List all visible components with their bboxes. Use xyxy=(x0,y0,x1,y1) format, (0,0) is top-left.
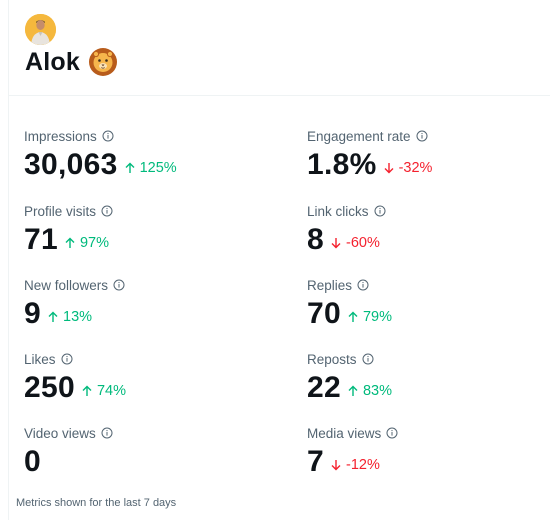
metric-change-value: 74% xyxy=(96,383,126,399)
arrow-down-icon xyxy=(383,162,395,174)
info-icon[interactable] xyxy=(113,279,125,291)
info-icon[interactable] xyxy=(362,353,374,365)
info-icon[interactable] xyxy=(357,279,369,291)
metric-value: 8 xyxy=(307,223,324,256)
info-icon[interactable] xyxy=(101,205,113,217)
lion-emoji-icon xyxy=(88,47,118,77)
arrow-down-icon xyxy=(330,459,342,471)
metric-change-value: 13% xyxy=(63,309,93,325)
metric-label: Link clicks xyxy=(307,203,369,219)
info-icon[interactable] xyxy=(61,353,73,365)
arrow-down-icon xyxy=(330,237,342,249)
metric-value: 71 xyxy=(24,223,58,256)
metric-likes: Likes 250 74% xyxy=(24,350,284,405)
arrow-up-icon xyxy=(64,237,76,249)
info-icon[interactable] xyxy=(386,427,398,439)
info-icon[interactable] xyxy=(374,205,386,217)
metric-value: 1.8% xyxy=(307,148,377,181)
info-icon[interactable] xyxy=(101,427,113,439)
metric-value: 30,063 xyxy=(24,148,118,181)
metric-label: Impressions xyxy=(24,128,97,144)
metric-value: 70 xyxy=(307,297,341,330)
metric-change: 83% xyxy=(347,383,392,399)
metric-media-views: Media views 7 -12% xyxy=(307,424,550,479)
metric-change: 74% xyxy=(81,383,126,399)
metric-change-value: 97% xyxy=(79,235,110,251)
metric-change-value: 125% xyxy=(139,160,177,176)
info-icon[interactable] xyxy=(416,130,428,142)
profile-name: Alok xyxy=(25,47,80,76)
metric-reposts: Reposts 22 83% xyxy=(307,350,550,405)
metric-label: New followers xyxy=(24,277,109,293)
metric-value: 250 xyxy=(24,371,75,404)
info-icon[interactable] xyxy=(102,130,114,142)
metric-label: Replies xyxy=(307,277,353,293)
metric-change: 79% xyxy=(347,309,392,325)
metric-change-value: 79% xyxy=(362,309,393,325)
metric-change-value: -60% xyxy=(346,235,380,251)
arrow-up-icon xyxy=(47,311,59,323)
metrics-footnote: Metrics shown for the last 7 days xyxy=(16,497,177,509)
metric-label: Media views xyxy=(307,425,382,441)
metric-value: 0 xyxy=(24,445,41,478)
metric-video-views: Video views 0 xyxy=(24,424,284,479)
metric-label: Likes xyxy=(24,351,56,367)
arrow-up-icon xyxy=(81,385,93,397)
header-divider xyxy=(9,95,550,96)
metric-change: -60% xyxy=(330,235,380,251)
metric-label: Engagement rate xyxy=(307,128,411,144)
metric-engagement-rate: Engagement rate 1.8% -32% xyxy=(307,127,550,182)
metric-impressions: Impressions 30,063 125% xyxy=(24,127,284,182)
arrow-up-icon xyxy=(124,162,136,174)
metric-link-clicks: Link clicks 8 -60% xyxy=(307,202,550,257)
metric-change-value: 83% xyxy=(362,383,393,399)
metric-label: Profile visits xyxy=(24,203,97,219)
arrow-up-icon xyxy=(347,311,359,323)
profile-name-row: Alok xyxy=(25,47,118,77)
metric-value: 9 xyxy=(24,297,41,330)
analytics-card: Alok xyxy=(8,0,550,520)
arrow-up-icon xyxy=(347,385,359,397)
metric-change-value: -12% xyxy=(346,457,380,473)
metric-change-value: -32% xyxy=(398,160,433,176)
metric-change: 125% xyxy=(124,160,177,176)
metric-value: 22 xyxy=(307,371,341,404)
metric-change: 13% xyxy=(47,309,92,325)
metric-label: Video views xyxy=(24,425,96,441)
avatar[interactable] xyxy=(25,14,56,45)
metric-change: -12% xyxy=(330,457,380,473)
metric-change: -32% xyxy=(383,160,433,176)
metric-replies: Replies 70 79% xyxy=(307,276,550,331)
metric-value: 7 xyxy=(307,445,324,478)
metric-change: 97% xyxy=(64,235,109,251)
metric-label: Reposts xyxy=(307,351,357,367)
metric-profile-visits: Profile visits 71 97% xyxy=(24,202,284,257)
metric-new-followers: New followers 9 13% xyxy=(24,276,284,331)
